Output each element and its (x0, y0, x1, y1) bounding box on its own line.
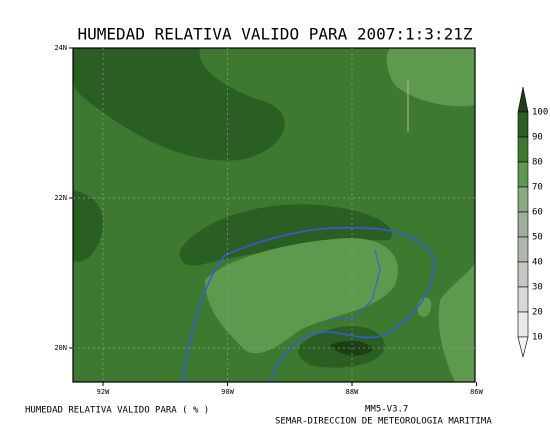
colorbar-cap (517, 86, 529, 113)
colorbar-segment (517, 261, 529, 288)
lat-label: 22N (54, 194, 67, 202)
colorbar-label: 60 (532, 208, 543, 218)
colorbar-label: 70 (532, 183, 543, 193)
colorbar-segment (517, 311, 529, 338)
colorbar-segment (517, 136, 529, 163)
map-frame (72, 47, 476, 383)
lat-label: 20N (54, 344, 67, 352)
footer-agency: SEMAR-DIRECCION DE METEOROLOGIA MARITIMA (275, 417, 492, 425)
lon-label: 90W (221, 388, 234, 396)
colorbar-segment (517, 111, 529, 138)
footer-variable: HUMEDAD RELATIVA VALIDO PARA ( % ) (25, 406, 209, 416)
colorbar-label: 20 (532, 308, 543, 318)
contour-field (73, 48, 475, 382)
colorbar-label: 40 (532, 258, 543, 268)
colorbar-label: 50 (532, 233, 543, 243)
lon-label: 92W (97, 388, 110, 396)
colorbar-cap (517, 336, 529, 358)
colorbar-label: 90 (532, 133, 543, 143)
lon-label: 86W (470, 388, 483, 396)
footer-model: MM5-V3.7 (365, 405, 408, 415)
lon-label: 88W (346, 388, 359, 396)
lat-label: 24N (54, 44, 67, 52)
colorbar-segment (517, 211, 529, 238)
map-title: HUMEDAD RELATIVA VALIDO PARA 2007:1:3:21… (78, 25, 473, 44)
colorbar-label: 100 (532, 108, 548, 118)
colorbar-segment (517, 186, 529, 213)
colorbar-segment (517, 286, 529, 313)
colorbar-label: 80 (532, 158, 543, 168)
colorbar-segment (517, 161, 529, 188)
graticule: 24N 22N 20N 92W 90W 88W 86W (54, 44, 483, 396)
colorbar: 100 90 80 70 60 50 40 30 20 10 (517, 86, 548, 358)
colorbar-label: 10 (532, 333, 543, 343)
colorbar-label: 30 (532, 283, 543, 293)
colorbar-segment (517, 236, 529, 263)
